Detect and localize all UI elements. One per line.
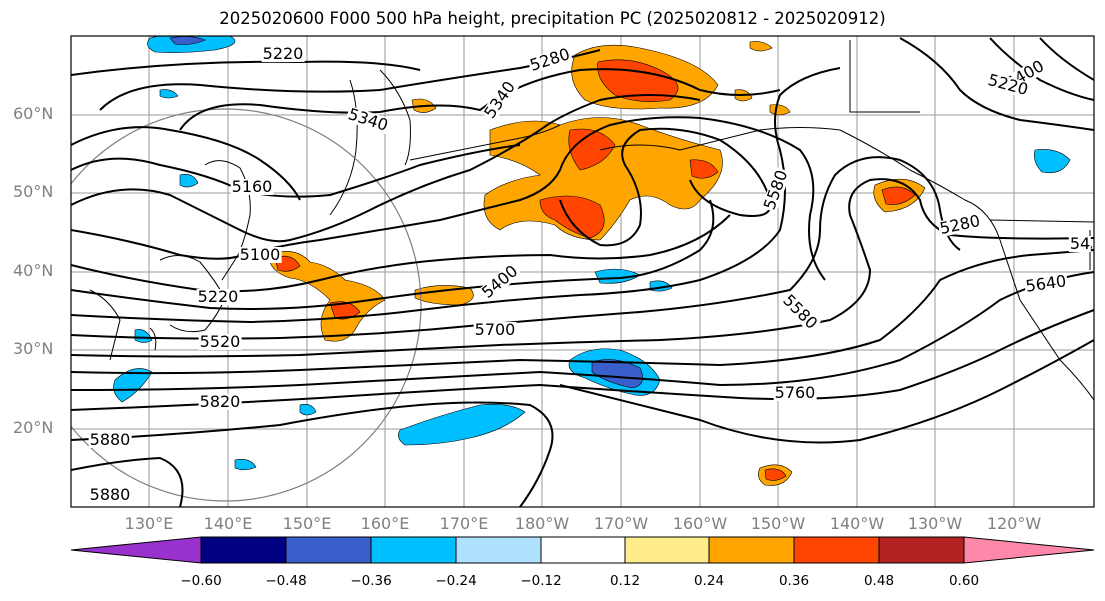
lon-label-130e: 130°E xyxy=(124,514,174,533)
lon-label-140w: 140°W xyxy=(829,514,885,533)
colorbar-bin-2 xyxy=(285,536,372,564)
contour-label: 5880 xyxy=(88,430,132,449)
lat-label-60n: 60°N xyxy=(13,104,54,123)
lon-label-160e: 160°E xyxy=(360,514,410,533)
graticule xyxy=(71,36,1094,507)
colorbar-tick-label: −0.36 xyxy=(350,573,392,589)
map-frame xyxy=(70,35,1095,508)
contour-label: 5880 xyxy=(88,485,132,504)
lat-label-50n: 50°N xyxy=(13,182,54,201)
precip-negative xyxy=(113,36,1093,471)
contour-label: 5820 xyxy=(198,392,242,411)
lon-label-170e: 170°E xyxy=(439,514,489,533)
colorbar-bin-5 xyxy=(540,536,626,564)
colorbar-tick-label: 0.60 xyxy=(948,573,980,589)
contour-label: 5520 xyxy=(198,332,242,351)
contour-label: 5700 xyxy=(473,320,517,339)
colorbar-extend-high xyxy=(963,536,1095,564)
contour-label: 5100 xyxy=(238,245,282,264)
colorbar-bin-3 xyxy=(370,536,457,564)
colorbar-bin-4 xyxy=(455,536,542,564)
colorbar-tick-label: −0.60 xyxy=(180,573,222,589)
lat-label-20n: 20°N xyxy=(13,418,54,437)
colorbar-bin-6 xyxy=(624,536,710,564)
colorbar-tick-label: −0.24 xyxy=(435,573,477,589)
colorbar-bin-7 xyxy=(708,536,795,564)
colorbar xyxy=(70,536,1095,564)
projection-circle xyxy=(71,108,422,502)
colorbar-tick-label: 0.48 xyxy=(863,573,895,589)
colorbar-bin-8 xyxy=(793,536,880,564)
colorbar-tick-label: −0.48 xyxy=(265,573,307,589)
lon-label-160w: 160°W xyxy=(672,514,728,533)
height-contours xyxy=(71,37,1094,507)
lat-label-30n: 30°N xyxy=(13,339,54,358)
lon-label-140e: 140°E xyxy=(203,514,253,533)
contour-label: 5760 xyxy=(773,383,817,402)
lon-label-180w: 180°W xyxy=(514,514,570,533)
colorbar-tick-label: −0.12 xyxy=(520,573,562,589)
contour-label: 54 xyxy=(1068,234,1092,253)
lon-label-120w: 120°W xyxy=(986,514,1042,533)
lat-label-40n: 40°N xyxy=(13,261,54,280)
lon-label-150e: 150°E xyxy=(282,514,332,533)
lon-label-170w: 170°W xyxy=(593,514,649,533)
colorbar-extend-low xyxy=(70,536,202,564)
colorbar-bin-9 xyxy=(878,536,965,564)
contour-label: 5220 xyxy=(196,287,240,306)
contour-label: 5220 xyxy=(261,44,305,63)
map-title: 2025020600 F000 500 hPa height, precipit… xyxy=(219,9,886,28)
contour-label: 5160 xyxy=(230,177,274,196)
colorbar-tick-label: 0.24 xyxy=(693,573,725,589)
lon-label-150w: 150°W xyxy=(750,514,806,533)
lon-label-130w: 130°W xyxy=(907,514,963,533)
colorbar-tick-label: 0.36 xyxy=(778,573,810,589)
colorbar-bin-1 xyxy=(200,536,287,564)
colorbar-tick-label: 0.12 xyxy=(609,573,641,589)
